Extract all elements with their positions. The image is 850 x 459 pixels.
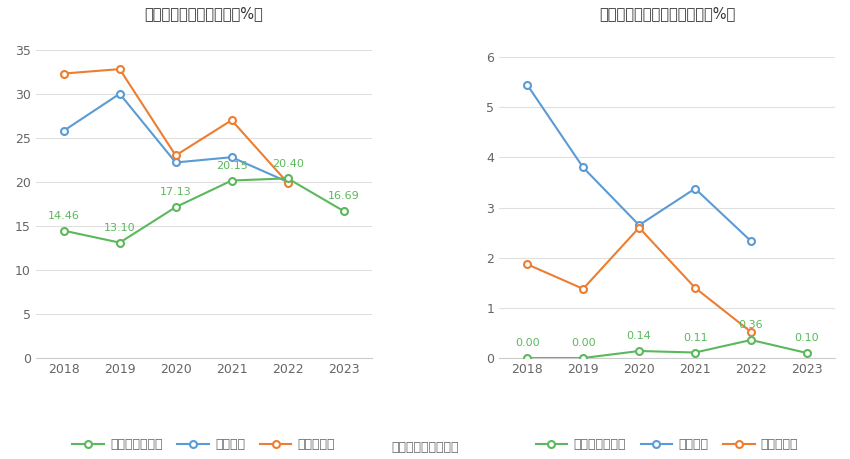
Text: 0.14: 0.14 [626, 331, 651, 341]
Title: 近年来有息资产负债率情况（%）: 近年来有息资产负债率情况（%） [599, 6, 735, 21]
Text: 0.00: 0.00 [515, 338, 540, 348]
Text: 0.10: 0.10 [795, 333, 819, 343]
Text: 20.40: 20.40 [272, 159, 303, 168]
Legend: 有息资产负债率, 行业均值, 行业中位数: 有息资产负债率, 行业均值, 行业中位数 [531, 433, 803, 456]
Text: 0.36: 0.36 [739, 320, 763, 330]
Text: 17.13: 17.13 [160, 187, 191, 197]
Text: 20.15: 20.15 [216, 161, 247, 171]
Text: 0.11: 0.11 [683, 333, 707, 343]
Text: 14.46: 14.46 [48, 211, 80, 221]
Text: 0.00: 0.00 [571, 338, 596, 348]
Legend: 公司资产负债率, 行业均值, 行业中位数: 公司资产负债率, 行业均值, 行业中位数 [67, 433, 340, 456]
Text: 16.69: 16.69 [328, 191, 360, 202]
Text: 13.10: 13.10 [104, 223, 135, 233]
Title: 近年来资产负债率情况（%）: 近年来资产负债率情况（%） [144, 6, 263, 21]
Text: 数据来源：恒生聚源: 数据来源：恒生聚源 [391, 442, 459, 454]
